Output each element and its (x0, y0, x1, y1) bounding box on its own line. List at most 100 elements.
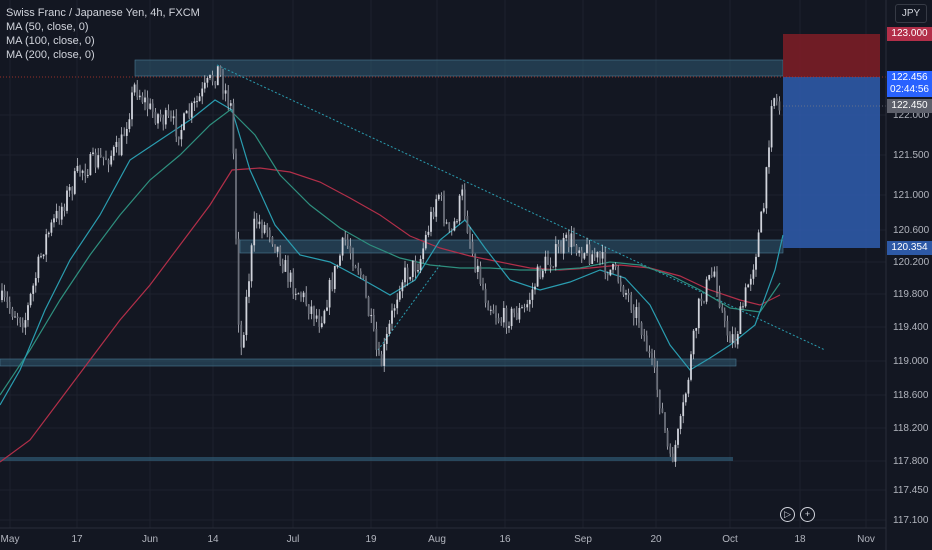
candle-body (68, 187, 71, 191)
candle-body (515, 312, 518, 320)
candle-body (489, 309, 492, 311)
candle-body (591, 254, 594, 264)
countdown-timer: 02:44:56 (890, 84, 929, 95)
target-level-tag: 120.354 (887, 241, 932, 255)
candle-body (450, 229, 453, 231)
candle-body (492, 309, 495, 314)
stop-loss-zone[interactable] (783, 34, 880, 77)
candle-body (206, 77, 209, 83)
candle-body (300, 293, 302, 298)
candle-body (99, 155, 102, 157)
support-zone-low[interactable] (0, 358, 737, 367)
candle-body (294, 293, 297, 295)
candle-body (645, 335, 648, 352)
candle-body (669, 446, 672, 454)
candle-body (614, 263, 617, 268)
price-axis[interactable]: 122.000 121.500 121.000 120.600 120.200 119.8… (893, 110, 930, 526)
candle-body (567, 234, 570, 248)
time-axis[interactable]: May 17 Jun 14 Jul 19 Aug 16 Sep 20 Oct 18 Nov (1, 534, 875, 545)
candle-body (401, 282, 404, 292)
candle-body (700, 298, 703, 302)
indicator-ma100[interactable]: MA (100, close, 0) (6, 35, 95, 47)
candle-body (510, 308, 513, 327)
candle-body (110, 155, 113, 165)
candle-body (731, 334, 734, 343)
candle-body (24, 320, 27, 328)
candle-body (289, 272, 292, 282)
price-tick-label: 118.600 (893, 390, 929, 401)
ma50-line (0, 99, 784, 406)
replay-icon[interactable]: ▷ (780, 507, 795, 522)
candle-body (326, 307, 328, 311)
candle-body (53, 218, 55, 223)
time-tick-label: Jun (142, 534, 158, 545)
candle-body (32, 285, 35, 294)
candle-body (739, 306, 742, 335)
candle-body (414, 260, 417, 272)
candle-body (341, 237, 344, 256)
plus-icon[interactable]: + (800, 507, 815, 522)
resistance-zone-top[interactable] (134, 59, 784, 77)
candle-body (183, 113, 185, 130)
indicator-ma50[interactable]: MA (50, close, 0) (6, 21, 89, 33)
indicator-ma200[interactable]: MA (200, close, 0) (6, 49, 95, 61)
last-price-value: 122.456 (891, 72, 928, 83)
candle-body (245, 296, 248, 335)
candle-body (708, 275, 711, 280)
candle-body (203, 82, 206, 89)
support-line-bottom[interactable] (0, 457, 733, 461)
candle-body (268, 230, 271, 237)
candle-body (320, 323, 323, 327)
candle-body (523, 307, 526, 309)
candle-body (484, 288, 487, 303)
candle-body (695, 328, 698, 331)
currency-button[interactable]: JPY (895, 4, 927, 23)
candle-body (505, 307, 508, 328)
candle-body (606, 273, 609, 276)
candle-body (487, 302, 490, 311)
candle-body (175, 116, 178, 137)
candle-body (424, 234, 427, 249)
candle-body (526, 304, 529, 308)
candle-body (362, 274, 365, 279)
candle-body (690, 354, 692, 380)
candle-body (333, 266, 336, 290)
candlestick-series[interactable] (1, 65, 781, 467)
candle-body (411, 260, 414, 278)
candle-body (47, 232, 50, 235)
ascending-trendline[interactable] (377, 264, 441, 351)
candle-body (406, 267, 409, 280)
price-tick-label: 120.200 (893, 257, 930, 268)
candle-body (562, 237, 565, 254)
candle-body (224, 90, 227, 94)
candle-body (357, 267, 360, 272)
candle-body (398, 291, 401, 300)
candle-body (185, 110, 188, 114)
symbol-title[interactable]: Swiss Franc / Japanese Yen, 4h, FXCM (6, 7, 200, 19)
candle-body (84, 170, 87, 176)
candle-body (570, 233, 573, 248)
candle-body (609, 269, 612, 276)
price-tick-label: 119.800 (893, 289, 929, 300)
candle-body (284, 260, 287, 272)
candle-body (81, 170, 84, 173)
candle-body (651, 353, 653, 358)
candle-body (123, 134, 126, 136)
candle-body (432, 211, 435, 217)
candle-body (292, 272, 295, 295)
candle-body (440, 194, 443, 196)
candle-body (404, 267, 406, 283)
grid-lines (0, 0, 886, 528)
candle-body (263, 224, 266, 233)
support-zone-mid[interactable] (239, 239, 784, 254)
candle-body (749, 278, 752, 285)
candle-body (279, 246, 282, 265)
candle-body (196, 101, 198, 103)
take-profit-zone[interactable] (783, 77, 880, 248)
candle-body (19, 318, 22, 323)
candle-body (162, 117, 165, 125)
candle-body (710, 275, 713, 277)
candle-body (133, 84, 136, 93)
candle-body (630, 295, 633, 311)
